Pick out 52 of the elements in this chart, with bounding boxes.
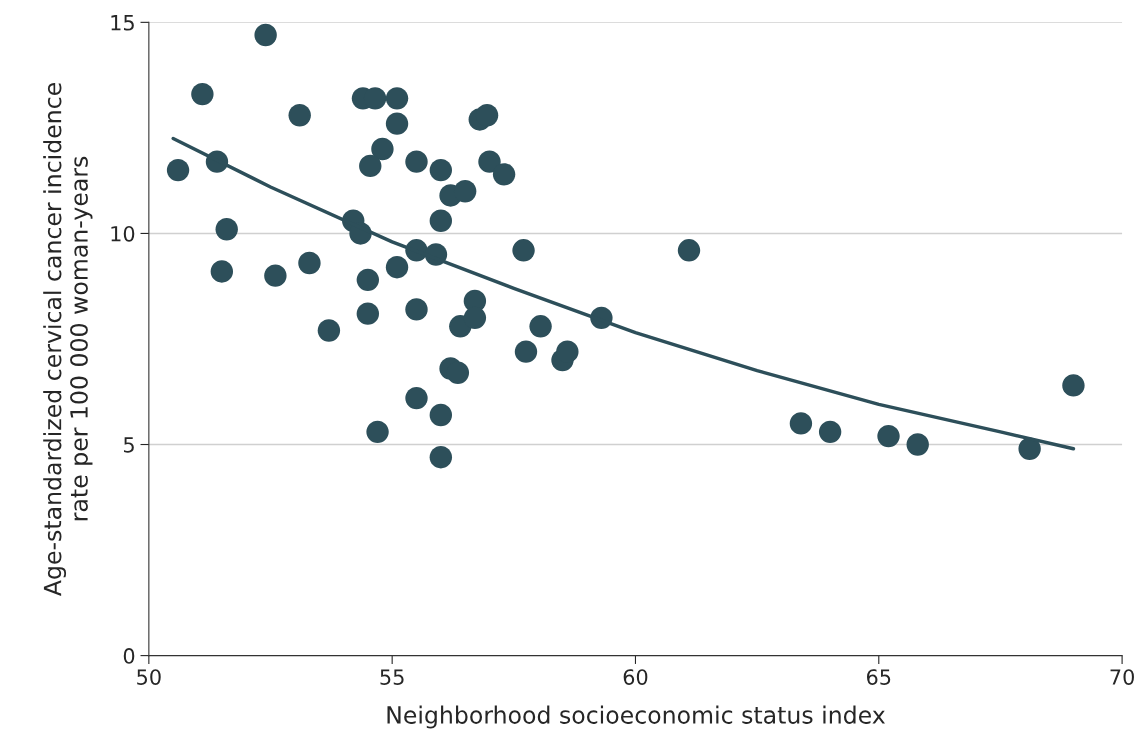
point — [877, 424, 900, 448]
point — [264, 264, 287, 287]
point — [405, 386, 428, 410]
point — [677, 239, 701, 262]
point — [453, 180, 477, 203]
x-tick-label: 55 — [380, 669, 404, 685]
y-tick-label: 0 — [123, 648, 135, 664]
point — [1062, 374, 1085, 397]
point — [298, 251, 321, 275]
point — [385, 87, 409, 110]
point — [429, 403, 453, 427]
point — [429, 158, 453, 182]
point — [789, 412, 813, 435]
point — [385, 112, 409, 135]
point — [514, 340, 538, 363]
point — [215, 218, 238, 241]
point — [405, 298, 428, 321]
point — [529, 315, 552, 338]
point — [405, 150, 428, 173]
point — [512, 239, 535, 262]
point — [191, 82, 214, 106]
point — [166, 158, 190, 182]
point — [356, 268, 380, 292]
x-tick-label: 60 — [623, 669, 648, 685]
point — [366, 420, 389, 444]
y-tick-label: 15 — [111, 15, 134, 31]
point — [556, 340, 579, 363]
y-tick-label: 5 — [124, 437, 134, 453]
point — [475, 104, 499, 127]
point — [210, 260, 234, 283]
point — [429, 209, 453, 232]
point — [371, 137, 394, 161]
x-tick-label: 50 — [137, 669, 161, 685]
point — [317, 319, 341, 342]
x-tick-label: 70 — [1110, 669, 1134, 685]
point — [254, 23, 277, 47]
point — [429, 445, 453, 469]
point — [906, 433, 929, 456]
point — [385, 256, 409, 279]
point — [1018, 437, 1041, 460]
point — [818, 420, 842, 444]
point — [359, 154, 382, 178]
point — [463, 306, 487, 330]
x-tick-label: 65 — [866, 669, 891, 685]
y-tick-label: 10 — [111, 225, 135, 242]
point — [446, 361, 470, 384]
point — [356, 302, 380, 325]
point — [478, 150, 501, 173]
y-axis-title: Age-standardized cervical cancer incidence rate per 100 000 woman-years — [43, 83, 93, 596]
x-axis-title: Neighborhood socioeconomic status index — [387, 705, 885, 729]
point — [492, 163, 516, 186]
point — [288, 104, 311, 127]
